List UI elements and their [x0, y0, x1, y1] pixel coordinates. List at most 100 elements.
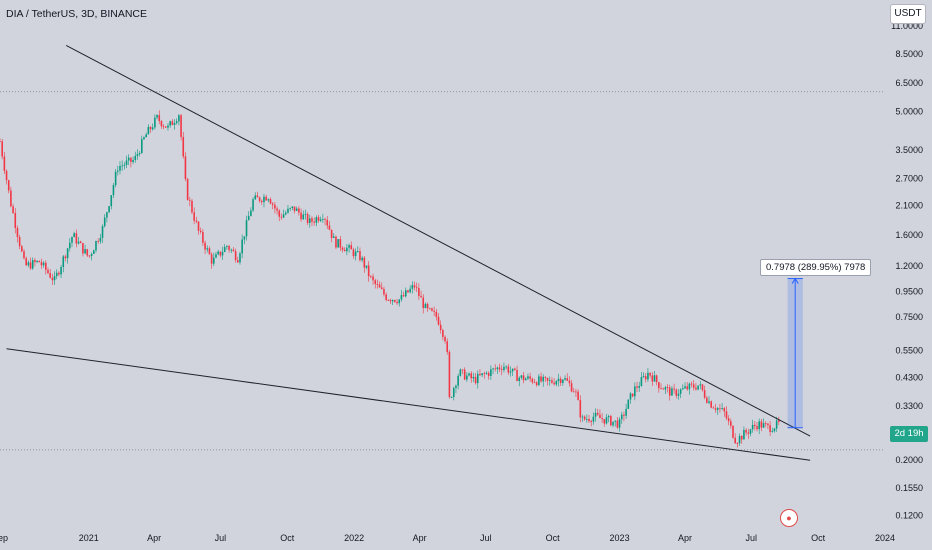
candle-body: [461, 369, 464, 371]
candle-body: [524, 378, 527, 381]
candle-body: [258, 197, 261, 201]
candle-body: [623, 414, 625, 416]
candle-body: [86, 249, 89, 256]
candle-body: [708, 401, 710, 403]
candle-body: [123, 164, 126, 166]
candle-body: [206, 248, 209, 250]
candle-body: [147, 126, 150, 135]
candle-body: [348, 245, 350, 248]
candle-body: [433, 310, 435, 312]
candle-body: [171, 121, 174, 125]
us-flag-icon[interactable]: ●: [780, 509, 798, 527]
candle-body: [490, 369, 492, 376]
candle-body: [745, 429, 747, 433]
candle-body: [315, 217, 318, 223]
candle-body: [16, 227, 19, 238]
candle-body: [182, 137, 185, 157]
candle-body: [529, 376, 531, 379]
candle-body: [210, 254, 213, 264]
candle-body: [256, 195, 259, 198]
candle-body: [175, 121, 178, 124]
candle-body: [653, 375, 656, 382]
candle-body: [215, 254, 217, 258]
candle-body: [165, 126, 167, 128]
candle-body: [247, 216, 250, 221]
bar-countdown-badge: 2d 19h: [890, 426, 928, 442]
candle-body: [570, 383, 573, 392]
candle-body: [252, 199, 254, 211]
candle-body: [0, 141, 1, 143]
candle-body: [239, 253, 241, 263]
candle-body: [402, 295, 405, 297]
candle-body: [749, 429, 752, 434]
time-tick-label: Apr: [678, 533, 692, 543]
candle-body: [575, 391, 577, 393]
candle-body: [411, 285, 414, 289]
candle-body: [195, 220, 198, 222]
candle-body: [487, 372, 490, 376]
candle-body: [533, 382, 536, 384]
candle-body: [581, 416, 584, 418]
candle-body: [516, 369, 518, 382]
price-axis[interactable]: 11.0000 8.5000 6.5000 5.0000 3.5000 2.7000 2.1…: [885, 0, 932, 550]
price-tick-label: 1.6000: [895, 230, 923, 240]
candle-body: [319, 219, 322, 221]
candle-body: [760, 421, 763, 428]
candle-body: [400, 295, 403, 300]
candle-body: [58, 272, 60, 275]
candle-body: [647, 372, 649, 380]
symbol-title[interactable]: DIA / TetherUS, 3D, BINANCE: [6, 8, 148, 20]
candle-body: [514, 368, 516, 370]
time-axis[interactable]: Sep 2021 Apr Jul Oct 2022 Apr Jul Oct 2023 Apr Jul O…: [0, 533, 895, 543]
candle-body: [754, 424, 756, 427]
candle-body: [167, 125, 169, 128]
candle-body: [625, 408, 627, 416]
candle-body: [496, 367, 499, 370]
candle-body: [121, 165, 123, 167]
price-tick-label: 8.5000: [895, 49, 923, 59]
candle-body: [531, 378, 534, 383]
candle-body: [202, 231, 204, 243]
candle-body: [204, 242, 206, 250]
candle-body: [509, 371, 512, 373]
candle-body: [420, 295, 422, 298]
candle-body: [703, 390, 706, 398]
candle-body: [387, 299, 390, 301]
candle-body: [730, 421, 732, 426]
trendlines[interactable]: [6, 45, 811, 461]
candle-body: [300, 212, 302, 220]
candle-body: [450, 397, 453, 398]
candle-body: [675, 389, 678, 396]
candle-body: [470, 373, 473, 379]
time-tick-label: Oct: [280, 533, 295, 543]
candle-body: [398, 299, 401, 304]
candle-body: [540, 376, 542, 382]
candle-body: [64, 256, 67, 259]
candle-body: [723, 408, 726, 412]
candle-body: [291, 206, 294, 208]
candle-body: [546, 377, 549, 381]
candle-body: [566, 378, 569, 381]
candle-body: [260, 200, 263, 203]
candle-body: [695, 387, 697, 390]
candle-body: [542, 376, 545, 382]
candle-body: [629, 393, 632, 400]
time-tick-label: Jul: [480, 533, 492, 543]
candle-body: [145, 134, 147, 138]
currency-button[interactable]: USDT: [890, 4, 926, 24]
candle-body: [572, 391, 575, 393]
candle-body: [431, 308, 433, 311]
candle-body: [389, 300, 392, 302]
candle-body: [557, 378, 560, 382]
candle-body: [481, 373, 483, 376]
candle-body: [108, 206, 110, 213]
candle-body: [627, 399, 630, 409]
candle-body: [435, 311, 438, 317]
candle-body: [101, 226, 104, 238]
candle-body: [97, 240, 99, 242]
candle-body: [130, 157, 132, 162]
price-tick-label: 0.2000: [895, 455, 923, 465]
candle-body: [313, 221, 315, 223]
price-range-measure[interactable]: [787, 277, 803, 429]
